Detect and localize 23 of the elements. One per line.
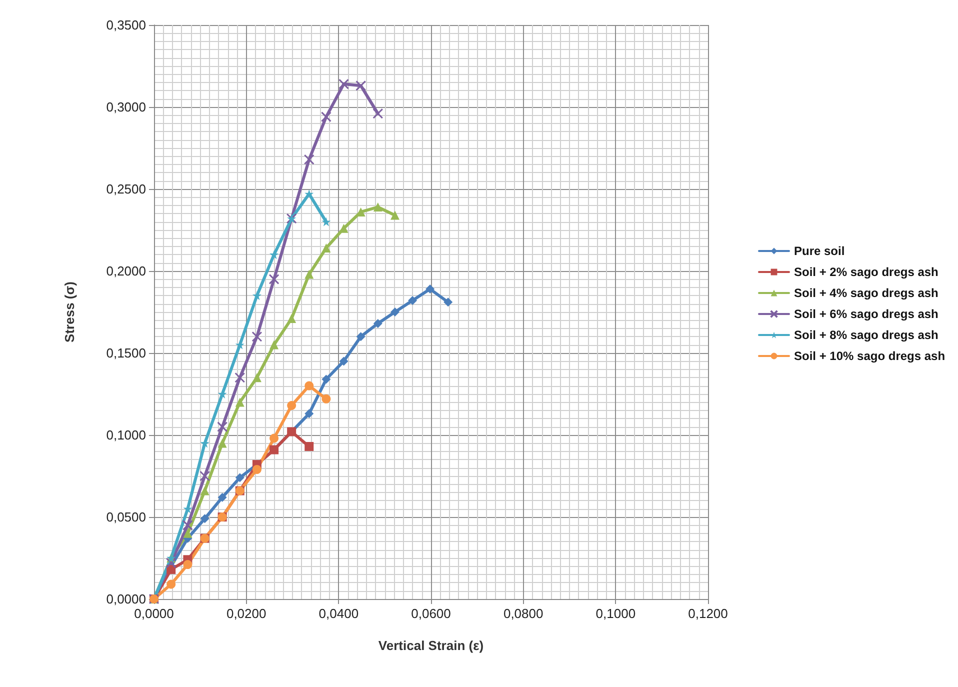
- legend-label: Soil + 6% sago dregs ash: [794, 307, 938, 321]
- legend-label: Soil + 4% sago dregs ash: [794, 286, 938, 300]
- y-tick-label: 0,3000: [106, 100, 146, 114]
- legend-label: Soil + 10% sago dregs ash: [794, 349, 946, 363]
- y-tick-label: 0,1000: [106, 428, 146, 442]
- x-tick-label: 0,0000: [134, 606, 174, 621]
- y-tick-label: 0,2000: [106, 264, 146, 278]
- legend-label: Pure soil: [794, 244, 845, 258]
- y-tick-label: 0,3500: [106, 18, 146, 32]
- x-axis-title: Vertical Strain (ε): [378, 638, 484, 653]
- y-axis-title: Stress (σ): [62, 282, 77, 342]
- x-tick-label: 0,0200: [226, 606, 266, 621]
- y-tick-label: 0,0000: [106, 592, 146, 606]
- legend-label: Soil + 2% sago dregs ash: [794, 265, 938, 279]
- x-tick-label: 0,1200: [688, 606, 728, 621]
- y-tick-label: 0,0500: [106, 510, 146, 524]
- x-tick-label: 0,0800: [503, 606, 544, 621]
- x-tick-label: 0,1000: [596, 606, 636, 621]
- x-tick-label: 0,0600: [411, 606, 451, 621]
- y-tick-label: 0,1500: [106, 346, 146, 360]
- y-tick-label: 0,2500: [106, 182, 146, 196]
- legend-label: Soil + 8% sago dregs ash: [794, 328, 938, 342]
- x-tick-label: 0,0400: [318, 606, 359, 621]
